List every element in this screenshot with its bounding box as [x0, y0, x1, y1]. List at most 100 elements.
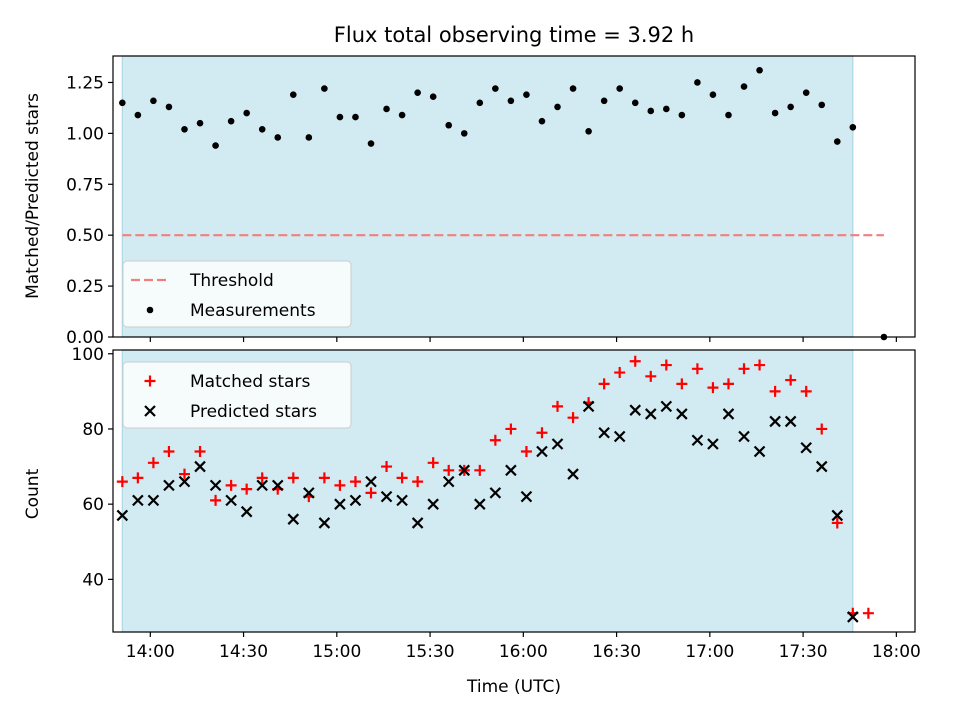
top-panel: 0.00 0.25 0.50 0.75 1.00 1.25 Threshold Measure… [66, 55, 916, 348]
data-point [321, 85, 328, 92]
data-point-predicted [396, 494, 408, 507]
data-point [165, 103, 173, 111]
data-point-predicted [738, 430, 750, 443]
legend-label: Predicted stars [190, 402, 317, 422]
data-point-predicted [520, 490, 533, 503]
data-point-predicted [505, 464, 517, 477]
data-point [554, 103, 561, 111]
data-point-matched [287, 472, 299, 484]
data-point [507, 97, 515, 105]
data-point-predicted [567, 468, 579, 480]
data-point-predicted [815, 460, 828, 473]
data-point [492, 85, 499, 92]
data-point-predicted [707, 438, 719, 450]
data-point-matched [598, 378, 610, 390]
data-point [352, 113, 359, 121]
data-point-matched [194, 446, 206, 458]
data-point-predicted [582, 400, 595, 413]
legend-predicted-swatch [144, 405, 156, 417]
data-point [725, 111, 732, 119]
data-point-predicted [753, 445, 766, 458]
legend-matched-swatch [144, 375, 156, 387]
legend-label: Measurements [190, 301, 316, 321]
data-point [476, 99, 484, 107]
data-point [678, 111, 686, 119]
data-point [818, 101, 826, 109]
x-tick-label: 14:00 [126, 642, 175, 662]
data-point-predicted [365, 475, 377, 488]
legend-label: Matched stars [190, 372, 310, 392]
data-point-predicted [536, 445, 548, 458]
data-point-matched [862, 607, 874, 619]
x-axis-label: Time (UTC) [466, 677, 561, 697]
data-point-matched [163, 446, 175, 458]
data-point-predicted [240, 505, 253, 518]
data-point-predicted [442, 475, 455, 488]
y-tick-label: 0.25 [66, 277, 104, 297]
top-panel-y-axis-label: Matched/Predicted stars [23, 93, 43, 299]
data-point-matched [520, 446, 532, 458]
data-point-matched [116, 476, 128, 488]
data-point-predicted [629, 404, 642, 416]
data-point [258, 126, 266, 133]
x-tick-label: 16:00 [499, 642, 548, 662]
data-point [289, 91, 297, 98]
data-point-predicted [411, 517, 424, 529]
data-point-matched [427, 457, 439, 469]
data-point [833, 138, 841, 145]
y-tick-label: 40 [82, 570, 104, 590]
data-point [367, 140, 375, 147]
data-point-matched [505, 423, 517, 435]
x-tick-label: 16:30 [592, 642, 641, 662]
data-point-predicted [349, 494, 362, 507]
data-point [694, 79, 701, 86]
data-point-predicted [194, 460, 206, 473]
data-point-predicted [489, 487, 502, 499]
data-point-matched [396, 472, 408, 484]
data-point [460, 130, 468, 137]
data-point-predicted [163, 479, 175, 492]
data-point [119, 99, 126, 107]
data-point-matched [318, 472, 330, 484]
data-point-predicted [334, 498, 346, 510]
data-point-predicted [458, 464, 471, 477]
data-point-predicted [287, 513, 300, 525]
data-point-predicted [427, 498, 439, 510]
data-point-predicted [769, 415, 781, 428]
data-point-predicted [380, 490, 393, 503]
x-tick-label: 15:00 [312, 642, 361, 662]
data-point-predicted [551, 438, 564, 450]
data-point [663, 105, 670, 113]
legend-label: Threshold [189, 271, 274, 291]
data-point-matched [225, 479, 237, 491]
data-point-predicted [831, 509, 844, 522]
data-point-matched [489, 434, 501, 446]
bottom-panel: 40 60 80 100 14:00 14:30 15:00 15:30 16:00 16:30 1… [72, 345, 921, 662]
legend: Threshold Measurements [122, 260, 352, 328]
data-point-matched [676, 378, 688, 390]
data-point-matched [536, 427, 548, 439]
data-point [709, 91, 717, 98]
data-point [569, 85, 577, 92]
data-point [631, 99, 639, 107]
data-point [212, 142, 219, 149]
legend-box [122, 361, 352, 429]
data-point-matched [147, 457, 159, 469]
data-point-matched [816, 423, 828, 435]
data-point [849, 123, 857, 131]
data-point-matched [256, 472, 268, 484]
data-point-predicted [800, 441, 812, 454]
data-point [585, 128, 592, 135]
data-point-matched [738, 363, 750, 375]
data-point-predicted [691, 434, 704, 447]
y-tick-label: 0.00 [66, 328, 104, 348]
data-point [771, 109, 779, 117]
data-point-matched [754, 359, 766, 371]
x-tick-label: 18:00 [872, 642, 921, 662]
legend-box [122, 260, 352, 328]
data-point-matched [178, 468, 190, 480]
data-point [414, 89, 421, 96]
data-point [647, 107, 655, 115]
data-point [243, 109, 250, 117]
